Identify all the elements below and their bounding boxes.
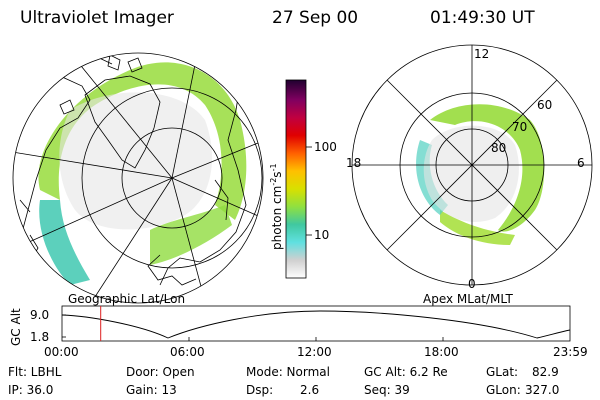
geo-low-signal-fill bbox=[59, 92, 213, 230]
geo-lat-circle-inner bbox=[121, 127, 223, 229]
polar-plot bbox=[351, 44, 593, 286]
dsp-value: 2.6 bbox=[300, 383, 320, 397]
polar-mlt-label-12: 12 bbox=[474, 47, 490, 61]
colorbar bbox=[285, 79, 312, 279]
observation-time: 01:49:30 UT bbox=[430, 8, 535, 28]
colorbar-tick-label-10: 10 bbox=[314, 228, 330, 242]
coastline-greenland bbox=[84, 75, 161, 169]
geo-map-caption: Geographic Lat/Lon bbox=[68, 292, 186, 306]
coastline-baltic bbox=[147, 254, 197, 286]
colorbar-unit-text2: s bbox=[270, 171, 284, 178]
polar-mlat-label-60: 60 bbox=[537, 98, 553, 112]
glat-value: 82.9 bbox=[532, 365, 559, 379]
geo-map-border bbox=[12, 52, 264, 304]
geo-auroral-swath-lower bbox=[150, 205, 232, 265]
dsp-label: Dsp: bbox=[246, 383, 274, 397]
time-plot-ylabel: GC Alt bbox=[9, 308, 23, 346]
coastline-islands bbox=[59, 54, 143, 115]
geo-auroral-swath-cyan bbox=[39, 200, 90, 285]
glon-value: 327.0 bbox=[525, 383, 560, 397]
time-plot-ytick-9: 9.0 bbox=[30, 308, 50, 322]
colorbar-unit-text: photon cm bbox=[270, 185, 284, 250]
colorbar-unit-exp1: -2 bbox=[269, 177, 278, 186]
polar-mlat-label-80: 80 bbox=[491, 141, 507, 155]
geo-lat-circle-outer bbox=[81, 87, 263, 269]
polar-mlat-label-70: 70 bbox=[512, 120, 528, 134]
polar-mlt-label-0: 0 bbox=[468, 277, 476, 291]
glon-label: GLon: bbox=[486, 383, 521, 397]
polar-mlt-label-18: 18 bbox=[346, 156, 362, 170]
polar-oval-lower bbox=[440, 210, 515, 245]
colorbar-tick-label-100: 100 bbox=[314, 140, 337, 154]
time-plot-xtick-1800: 18:00 bbox=[424, 345, 459, 359]
time-plot-ticks bbox=[62, 314, 444, 341]
time-plot-xtick-1200: 12:00 bbox=[297, 345, 332, 359]
colorbar-unit-exp2: -1 bbox=[269, 163, 278, 172]
time-plot-xtick-0600: 06:00 bbox=[170, 345, 205, 359]
glat-label: GLat: bbox=[486, 365, 519, 379]
colorbar-unit-label: photon cm-2s-1 bbox=[269, 163, 284, 250]
ip-info: IP: 36.0 bbox=[8, 383, 54, 397]
time-plot-ytick-1-8: 1.8 bbox=[30, 330, 50, 344]
observation-date: 27 Sep 00 bbox=[272, 8, 359, 28]
door-info: Door: Open bbox=[126, 365, 195, 379]
polar-oval-green bbox=[430, 104, 545, 232]
polar-mlt-spokes bbox=[352, 45, 592, 285]
geo-map bbox=[12, 52, 264, 304]
gc-altitude-info: GC Alt: 6.2 Re bbox=[364, 365, 448, 379]
instrument-title: Ultraviolet Imager bbox=[20, 8, 174, 28]
time-plot-xtick-0000: 00:00 bbox=[44, 345, 79, 359]
gc-altitude-curve bbox=[61, 310, 571, 339]
time-plot-xtick-2359: 23:59 bbox=[553, 345, 588, 359]
polar-low-signal-fill bbox=[423, 125, 519, 222]
gain-info: Gain: 13 bbox=[126, 383, 177, 397]
polar-mlt-label-6: 6 bbox=[577, 156, 585, 170]
colorbar-scale bbox=[285, 79, 307, 279]
polar-plot-caption: Apex MLat/MLT bbox=[423, 292, 513, 306]
mode-info: Mode: Normal bbox=[246, 365, 330, 379]
filter-info: Flt: LBHL bbox=[8, 365, 62, 379]
altitude-time-plot bbox=[61, 305, 571, 342]
sequence-info: Seq: 39 bbox=[364, 383, 410, 397]
